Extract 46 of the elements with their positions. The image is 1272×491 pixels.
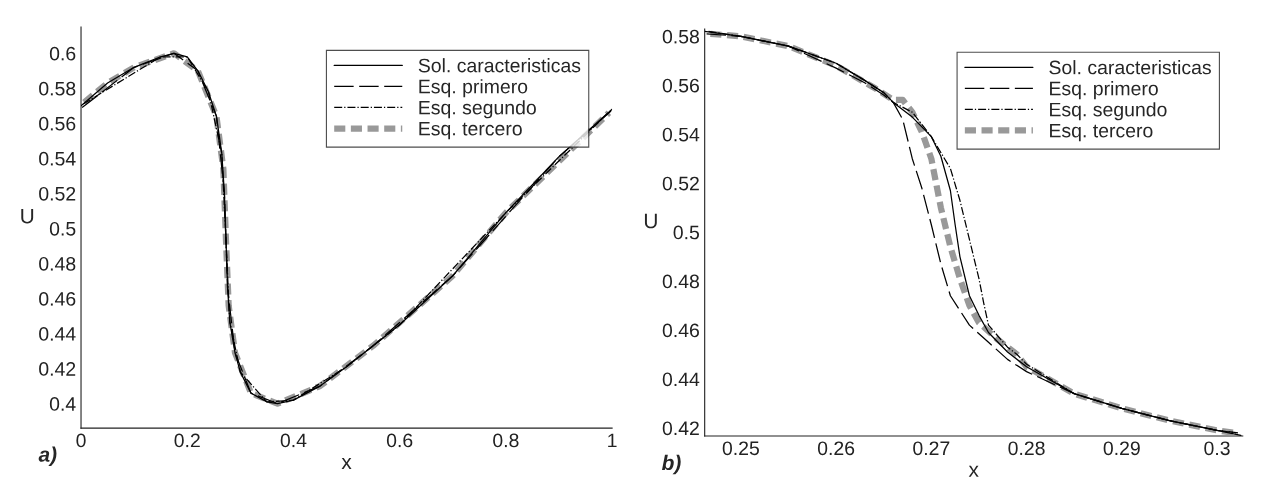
y-tick-label: 0.46 [662,323,699,338]
x-tick-label: 0.27 [913,441,950,456]
y-axis-title: U [21,208,34,224]
x-tick-label: 0.6 [386,433,413,448]
x-tick-label: 0.25 [722,441,759,456]
y-tick-label: 0.54 [39,151,76,166]
legend-label: Esq. primero [419,79,528,98]
legend-label: Esq. segundo [419,100,536,119]
x-tick-label: 0.8 [493,433,519,448]
x-tick-label: 0.4 [280,433,307,448]
y-tick-label: 0.54 [662,127,700,142]
legend-label: Esq. tercero [1050,123,1153,142]
legend-label: Esq. tercero [419,121,522,140]
x-tick-label: 0.28 [1008,441,1045,456]
y-tick-label: 0.56 [39,116,76,131]
y-tick-label: 0.44 [662,372,700,387]
x-tick-label: 0.29 [1103,441,1140,456]
legend-label: Esq. segundo [1050,102,1167,121]
y-tick-label: 0.52 [39,186,76,201]
y-tick-label: 0.56 [662,78,699,93]
legend-label: Sol. caracteristicas [418,58,581,73]
y-tick-label: 0.58 [39,81,76,96]
x-axis-title: x [968,465,979,477]
y-tick-label: 0.5 [673,225,700,240]
y-tick-label: 0.48 [662,274,699,289]
x-axis-title: x [341,458,352,470]
x-tick-label: 0.3 [1204,441,1230,456]
x-tick-label: 0.2 [174,433,200,448]
text: a) [38,446,57,466]
y-tick-label: 0.42 [662,421,699,436]
y-tick-label: 0.52 [662,176,699,191]
y-tick-label: 0.5 [49,221,76,236]
text: b) [662,454,681,475]
x-tick-label: 0.26 [817,441,855,456]
y-tick-label: 0.6 [49,46,76,61]
legend-label: Esq. primero [1050,81,1158,100]
y-tick-label: 0.46 [39,291,76,306]
y-tick-label: 0.48 [39,256,76,271]
x-tick-label: 1 [608,433,617,448]
legend-label: Sol. caracteristicas [1049,60,1211,75]
y-tick-label: 0.58 [662,29,699,44]
y-tick-label: 0.44 [39,327,76,341]
y-tick-label: 0.42 [39,362,76,376]
y-tick-label: 0.4 [49,397,76,411]
y-axis-title: U [644,213,657,229]
x-tick-label: 0 [76,433,86,448]
